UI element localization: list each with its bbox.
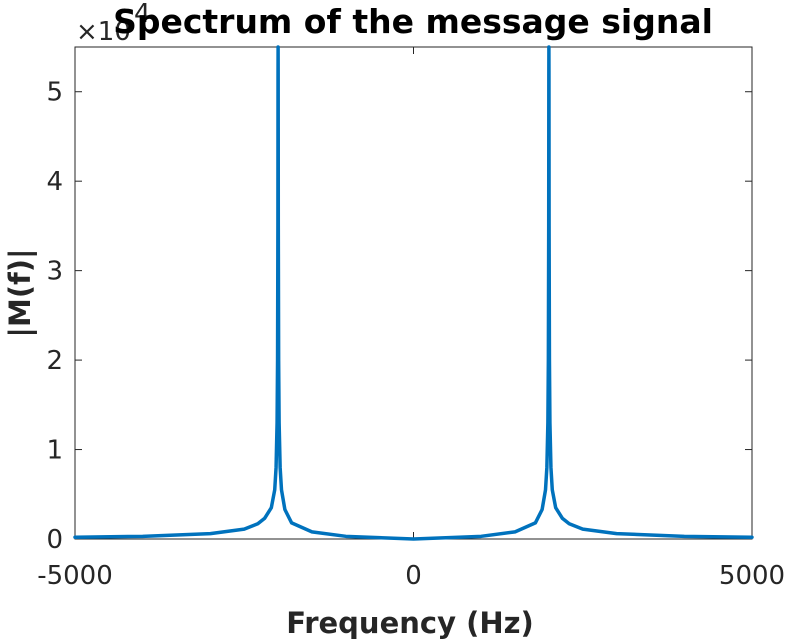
plot-area: -5000 0 5000 0 1 2 3 4 5: [37, 45, 785, 591]
y-tick-label: 3: [46, 257, 63, 287]
y-tick-label: 1: [46, 436, 63, 466]
y-exponent-label: ×10: [76, 17, 131, 47]
axes-box: [74, 46, 753, 540]
y-tick-label: 2: [46, 346, 63, 376]
y-tick-label: 0: [46, 525, 63, 555]
spectrum-line: [73, 45, 754, 541]
y-axis-title: |M(f)|: [3, 248, 37, 337]
x-tick-label: 0: [405, 561, 422, 591]
y-tick-label: 5: [46, 78, 63, 108]
x-tick-label: 5000: [719, 561, 785, 591]
chart-title: Spectrum of the message signal: [113, 2, 713, 41]
y-tick-label: 4: [46, 167, 63, 197]
x-tick-label: -5000: [37, 561, 113, 591]
x-axis-title: Frequency (Hz): [286, 606, 534, 640]
y-exponent-power: 4: [134, 0, 151, 29]
